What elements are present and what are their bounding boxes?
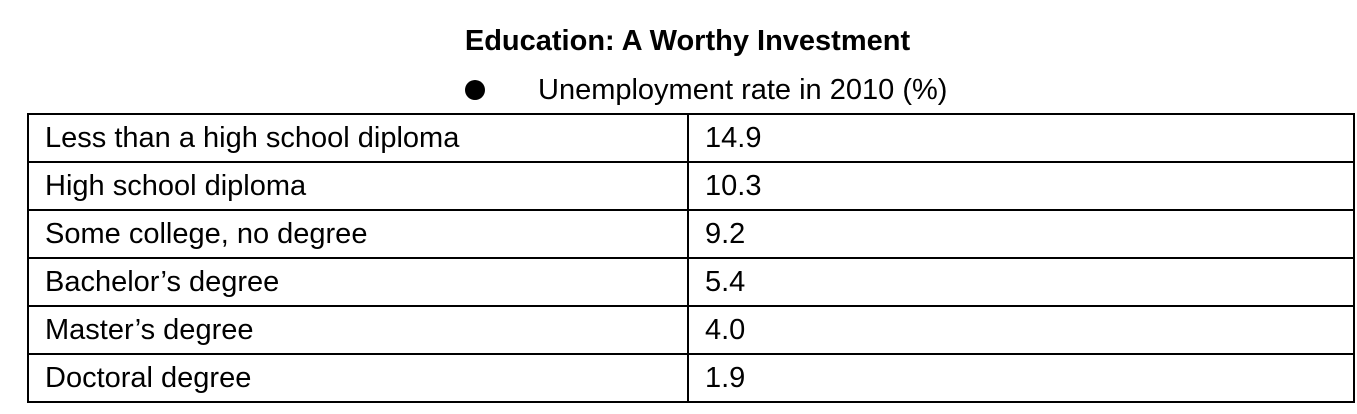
page-title: Education: A Worthy Investment: [464, 25, 911, 57]
row-value: 9.2: [687, 209, 1355, 259]
table-row: Bachelor’s degree 5.4: [27, 257, 1355, 307]
table-row: High school diploma 10.3: [27, 161, 1355, 211]
bullet-icon: [465, 80, 485, 100]
row-label: Some college, no degree: [27, 209, 689, 259]
row-value: 14.9: [687, 113, 1355, 163]
table-row: Some college, no degree 9.2: [27, 209, 1355, 259]
row-label: High school diploma: [27, 161, 689, 211]
row-value: 5.4: [687, 257, 1355, 307]
subtitle-row: Unemployment rate in 2010 (%): [0, 70, 1357, 110]
row-value: 1.9: [687, 353, 1355, 403]
row-label: Less than a high school diploma: [27, 113, 689, 163]
row-label: Doctoral degree: [27, 353, 689, 403]
unemployment-table: Less than a high school diploma 14.9 Hig…: [27, 113, 1355, 403]
table-row: Master’s degree 4.0: [27, 305, 1355, 355]
table-row: Doctoral degree 1.9: [27, 353, 1355, 403]
table-row: Less than a high school diploma 14.9: [27, 113, 1355, 163]
row-value: 4.0: [687, 305, 1355, 355]
row-label: Bachelor’s degree: [27, 257, 689, 307]
subtitle: Unemployment rate in 2010 (%): [538, 74, 948, 106]
row-label: Master’s degree: [27, 305, 689, 355]
row-value: 10.3: [687, 161, 1355, 211]
